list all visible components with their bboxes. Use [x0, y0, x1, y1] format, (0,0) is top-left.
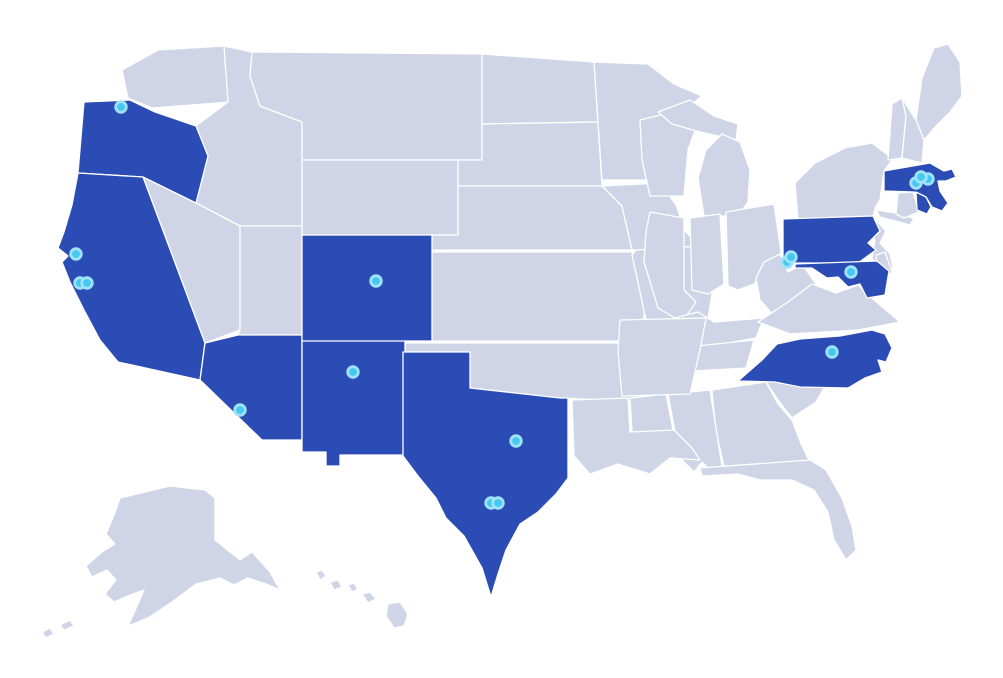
location-marker[interactable] [80, 276, 94, 290]
states-layer [41, 43, 963, 639]
location-marker[interactable] [509, 434, 523, 448]
state-ct [895, 191, 920, 219]
location-marker[interactable] [825, 345, 839, 359]
state-ak_i2 [41, 627, 55, 639]
location-marker[interactable] [114, 100, 128, 114]
state-nm [301, 339, 406, 467]
state-ny [794, 142, 894, 220]
location-marker[interactable] [491, 496, 505, 510]
location-marker[interactable] [914, 170, 928, 184]
state-co [301, 234, 433, 342]
state-ak_i1 [59, 619, 75, 631]
location-marker[interactable] [233, 403, 247, 417]
state-az [199, 334, 303, 441]
markers-layer [69, 100, 935, 510]
state-me [915, 43, 963, 141]
state-in [689, 213, 725, 295]
state-nc [737, 329, 893, 389]
state-la [571, 397, 701, 475]
state-tx [402, 351, 569, 598]
location-marker[interactable] [346, 365, 360, 379]
state-hi_5 [385, 601, 409, 629]
state-wy [301, 159, 459, 236]
location-marker[interactable] [69, 247, 83, 261]
state-ks [431, 251, 647, 342]
state-ri [915, 191, 932, 215]
state-mi_up [657, 99, 739, 141]
state-hi_4 [361, 591, 377, 604]
location-marker[interactable] [369, 274, 383, 288]
state-wa [121, 45, 231, 109]
state-hi_3 [347, 582, 359, 593]
state-ga [711, 381, 811, 467]
state-ut [237, 225, 303, 336]
state-ne [431, 185, 633, 251]
state-md [794, 260, 890, 299]
state-ak [85, 485, 281, 627]
state-nd [481, 53, 599, 125]
location-marker[interactable] [784, 250, 798, 264]
state-fl [699, 459, 857, 561]
state-hi_2 [329, 579, 343, 591]
state-ar [617, 317, 707, 397]
state-pa [782, 215, 881, 264]
state-hi_1 [315, 569, 327, 581]
state-mi [697, 133, 751, 217]
location-marker[interactable] [844, 265, 858, 279]
